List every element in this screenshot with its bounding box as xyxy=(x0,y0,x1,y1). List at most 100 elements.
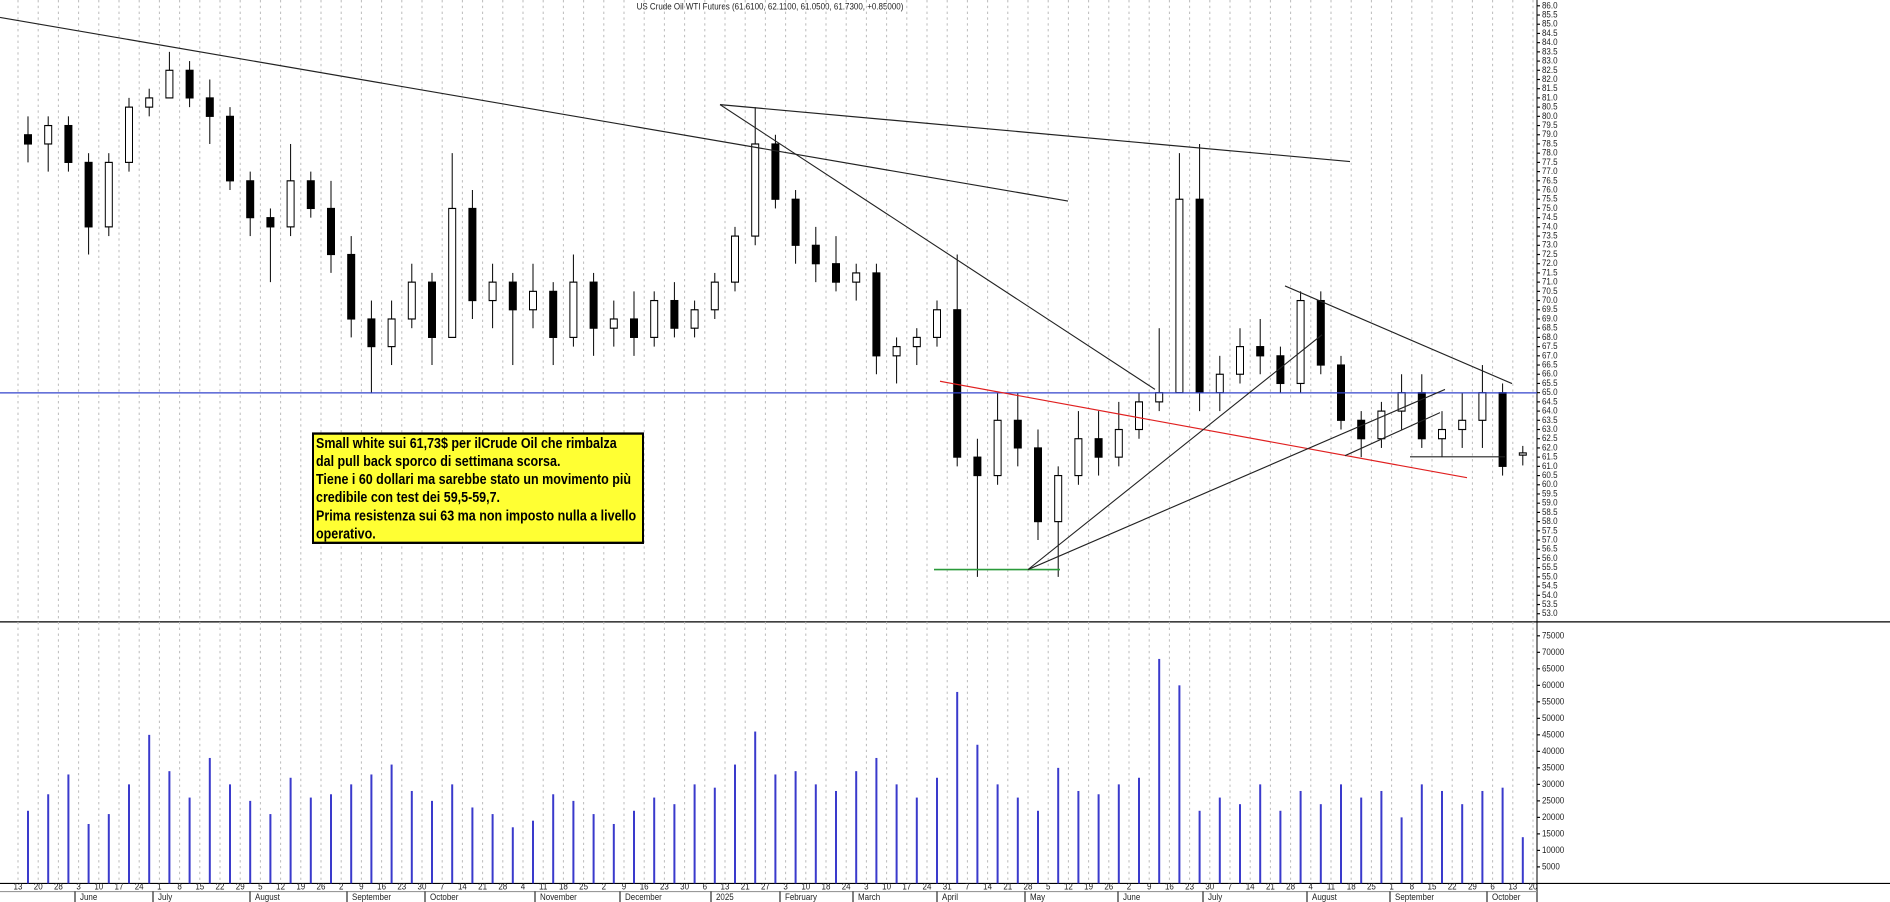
x-tick-label: 17 xyxy=(115,881,124,892)
candle-body xyxy=(1316,299,1325,366)
y-tick-label: 61.0 xyxy=(1542,460,1558,471)
candle-body xyxy=(448,207,457,338)
y-tick-label: 72.0 xyxy=(1542,258,1558,269)
trendline xyxy=(1344,412,1441,457)
candle-body xyxy=(529,290,537,311)
volume-bar xyxy=(410,790,413,884)
volume-bar xyxy=(229,784,231,884)
volume-bar xyxy=(956,691,959,884)
x-tick-label: 7 xyxy=(965,881,970,892)
candle-body xyxy=(1034,447,1042,523)
x-tick-label: 28 xyxy=(1024,881,1033,892)
x-tick-label: 3 xyxy=(76,881,81,892)
x-tick-label: 23 xyxy=(1185,881,1194,892)
volume-bar xyxy=(895,784,898,884)
x-tick-label: 21 xyxy=(478,881,487,892)
candle-body xyxy=(771,143,780,200)
volume-bar xyxy=(794,771,797,884)
month-label: September xyxy=(352,891,391,902)
x-tick-label: 28 xyxy=(54,881,63,892)
volume-bar xyxy=(87,823,90,884)
x-tick-label: 16 xyxy=(377,881,386,892)
x-tick-label: 3 xyxy=(783,881,788,892)
x-tick-label: 6 xyxy=(703,881,708,892)
candle-body xyxy=(306,180,315,210)
y-tick-label: 59.5 xyxy=(1542,488,1558,499)
volume-bar xyxy=(1218,797,1221,884)
candle-body xyxy=(125,106,133,163)
candle-body xyxy=(347,253,356,320)
candle-body xyxy=(710,281,719,311)
y-tick-label: 57.0 xyxy=(1542,534,1558,545)
y-tick-label: 71.0 xyxy=(1542,276,1558,287)
x-tick-label: 15 xyxy=(1428,881,1437,892)
volume-bar xyxy=(1037,810,1039,884)
x-tick-label: 10 xyxy=(94,881,103,892)
candle-body xyxy=(973,456,982,477)
candle-body xyxy=(1195,198,1204,394)
y-tick-label: 83.5 xyxy=(1542,46,1558,57)
x-tick-label: 21 xyxy=(741,881,750,892)
volume-bar xyxy=(390,764,393,884)
volume-bar xyxy=(1016,797,1019,884)
x-tick-label: 6 xyxy=(1490,881,1495,892)
volume-bar xyxy=(249,800,252,884)
y-tick-label: 78.0 xyxy=(1542,147,1558,158)
x-tick-label: 20 xyxy=(1529,881,1538,892)
candle-body xyxy=(367,318,376,348)
candle-body xyxy=(1478,392,1487,421)
volume-bar xyxy=(451,784,454,884)
volume-bar xyxy=(350,784,353,884)
candle-body xyxy=(1175,198,1184,394)
x-tick-label: 1 xyxy=(1389,881,1394,892)
y-tick-label: 86.0 xyxy=(1542,0,1558,10)
candle-body xyxy=(811,244,820,265)
candle-body xyxy=(508,281,517,311)
y2-tick-label: 65000 xyxy=(1542,663,1564,674)
volume-bar xyxy=(1461,804,1464,884)
candle-body xyxy=(1236,346,1244,375)
x-tick-label: 20 xyxy=(34,881,43,892)
volume-bar xyxy=(269,814,272,884)
x-tick-label: 13 xyxy=(1508,881,1517,892)
candle-body xyxy=(791,198,800,246)
y2-tick-label: 40000 xyxy=(1542,745,1564,756)
y2-tick-label: 15000 xyxy=(1542,828,1564,839)
x-tick-label: 9 xyxy=(359,881,364,892)
month-label: May xyxy=(1030,891,1046,902)
x-tick-label: 9 xyxy=(1147,881,1152,892)
candle-body xyxy=(1256,346,1265,357)
volume-bar xyxy=(734,764,736,884)
y2-tick-label: 10000 xyxy=(1542,844,1564,855)
x-tick-label: 10 xyxy=(882,881,891,892)
x-tick-label: 16 xyxy=(640,881,649,892)
x-tick-label: 26 xyxy=(317,881,326,892)
x-tick-label: 16 xyxy=(1165,881,1174,892)
volume-bar xyxy=(1340,784,1342,884)
candle-body xyxy=(731,235,739,283)
y2-tick-label: 25000 xyxy=(1542,795,1564,806)
x-tick-label: 31 xyxy=(943,881,952,892)
y-tick-label: 74.0 xyxy=(1542,221,1558,232)
candle-body xyxy=(1114,428,1123,458)
x-tick-label: 4 xyxy=(521,881,526,892)
y-tick-label: 67.0 xyxy=(1542,350,1558,361)
y-tick-label: 77.5 xyxy=(1542,156,1558,167)
volume-bar xyxy=(107,814,110,884)
volume-bar xyxy=(673,804,676,884)
y-tick-label: 72.5 xyxy=(1542,248,1558,259)
x-tick-label: 23 xyxy=(660,881,669,892)
trendline xyxy=(719,104,1351,163)
y-tick-label: 83.0 xyxy=(1542,55,1558,66)
x-tick-label: 19 xyxy=(296,881,305,892)
volume-bar xyxy=(1097,794,1100,884)
month-label: August xyxy=(255,891,280,902)
volume-bar xyxy=(188,797,191,884)
x-tick-label: 21 xyxy=(1266,881,1275,892)
volume-bar xyxy=(875,757,878,884)
x-tick-label: 2 xyxy=(602,881,607,892)
x-tick-label: 29 xyxy=(1468,881,1477,892)
y-tick-label: 85.5 xyxy=(1542,9,1558,20)
marks xyxy=(24,51,1527,884)
